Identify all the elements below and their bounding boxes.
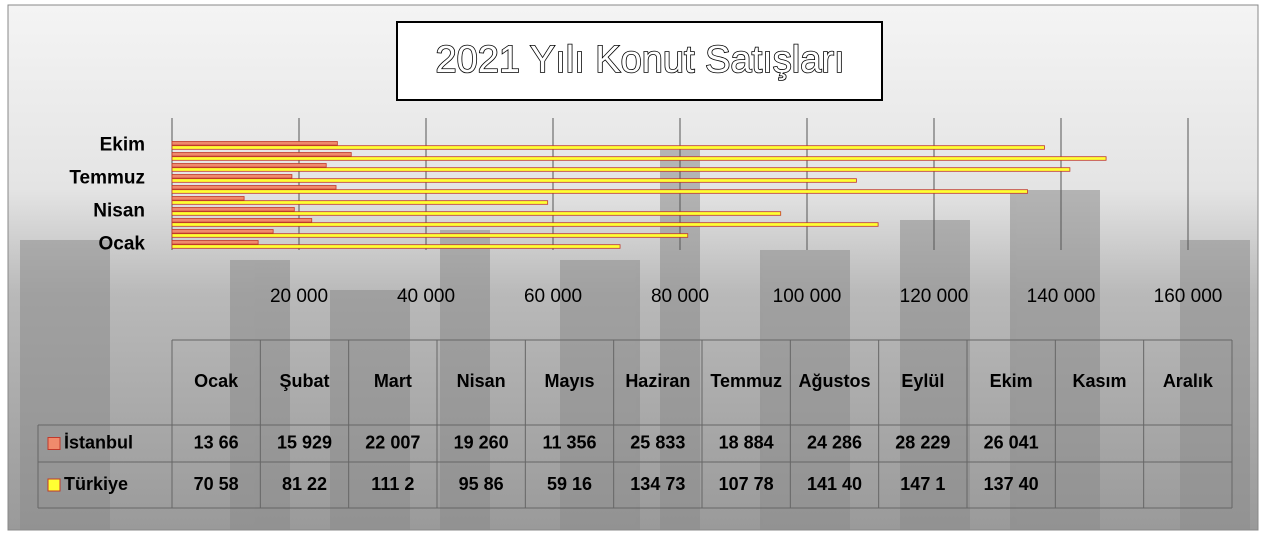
- x-tick-label: 120 000: [900, 286, 969, 307]
- table-cell: 107 78: [719, 474, 774, 494]
- table-cell: 81 22: [282, 474, 327, 494]
- table-cell: 18 884: [719, 432, 774, 452]
- bar: [172, 179, 856, 183]
- table-header: Kasım: [1072, 371, 1126, 391]
- bar: [172, 201, 548, 205]
- bar: [172, 223, 878, 227]
- table-header: Mart: [374, 371, 412, 391]
- table-cell: 111 2: [371, 474, 414, 494]
- bar: [172, 164, 326, 168]
- legend-key: [48, 479, 60, 491]
- legend-label: İstanbul: [64, 432, 133, 452]
- table-cell: 147 1: [900, 474, 945, 494]
- table-header: Şubat: [279, 371, 329, 391]
- table-cell: 137 40: [984, 474, 1039, 494]
- legend-key: [48, 438, 60, 450]
- table-cell: 70 58: [194, 474, 239, 494]
- bar: [172, 142, 337, 146]
- legend-label: Türkiye: [64, 474, 128, 494]
- table-cell: 134 73: [630, 474, 685, 494]
- x-tick-label: 100 000: [773, 286, 842, 307]
- table-cell: 26 041: [984, 432, 1039, 452]
- page: 2021 Yılı Konut Satışları 20 000 40 000 60…: [0, 0, 1264, 535]
- chart-title: 2021 Yılı Konut Satışları: [435, 39, 844, 81]
- bar: [172, 234, 688, 238]
- chart: 2021 Yılı Konut Satışları 20 000 40 000 60…: [0, 0, 1264, 535]
- x-tick-label: 80 000: [651, 286, 709, 307]
- table-header: Ağustos: [799, 371, 871, 391]
- table-cell: 13 66: [194, 432, 239, 452]
- y-tick-label: Ekim: [100, 135, 145, 156]
- table-header: Ocak: [194, 371, 239, 391]
- x-tick-label: 160 000: [1154, 286, 1223, 307]
- bar: [172, 212, 781, 216]
- y-tick-label: Temmuz: [69, 168, 145, 189]
- bar: [172, 153, 351, 157]
- bar: [172, 230, 273, 234]
- bar: [172, 208, 294, 212]
- table-cell: 11 356: [542, 432, 596, 452]
- x-tick-label: 60 000: [524, 286, 582, 307]
- bar: [172, 245, 620, 249]
- x-tick-label: 40 000: [397, 286, 455, 307]
- table-header: Nisan: [457, 371, 506, 391]
- x-tick-label: 20 000: [270, 286, 328, 307]
- bar: [172, 197, 244, 201]
- bar: [172, 241, 258, 245]
- y-tick-label: Ocak: [99, 234, 146, 255]
- bar: [172, 168, 1070, 172]
- table-cell: 141 40: [807, 474, 862, 494]
- table-cell: 22 007: [365, 432, 420, 452]
- table-cell: 28 229: [895, 432, 950, 452]
- y-tick-label: Nisan: [93, 201, 145, 222]
- bar: [172, 157, 1106, 161]
- bar: [172, 219, 312, 223]
- table-cell: 24 286: [807, 432, 862, 452]
- table-header: Aralık: [1163, 371, 1214, 391]
- x-tick-label: 140 000: [1027, 286, 1096, 307]
- table-cell: 59 16: [547, 474, 592, 494]
- table-cell: 15 929: [277, 432, 332, 452]
- bar: [172, 186, 336, 190]
- table-cell: 25 833: [630, 432, 685, 452]
- table-header: Temmuz: [710, 371, 782, 391]
- bar: [172, 175, 292, 179]
- table-cell: 19 260: [454, 432, 509, 452]
- table-cell: 95 86: [459, 474, 504, 494]
- table-header: Ekim: [990, 371, 1033, 391]
- bar: [172, 146, 1044, 150]
- table-header: Mayıs: [544, 371, 594, 391]
- table-header: Haziran: [625, 371, 690, 391]
- bar: [172, 190, 1028, 194]
- table-header: Eylül: [901, 371, 944, 391]
